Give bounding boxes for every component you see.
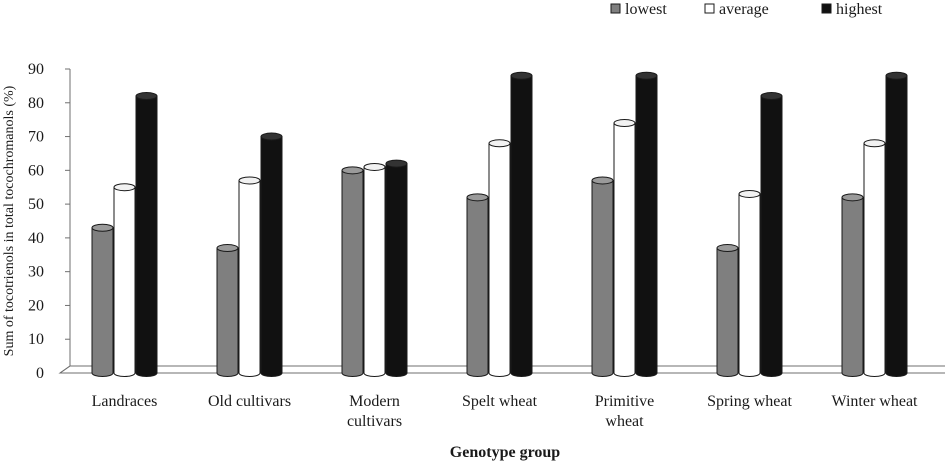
- bar-lowest-1: [216, 244, 239, 377]
- y-tick-label: 50: [28, 196, 44, 213]
- x-tick-label: Old cultivars: [208, 393, 291, 410]
- legend-label: lowest: [625, 1, 667, 18]
- bar-highest-5: [760, 92, 783, 377]
- bar-average-3: [488, 139, 511, 377]
- category-labels: Landraces Old cultivars Modern cultivars Spe…: [92, 393, 918, 430]
- y-tick-label: 80: [28, 95, 44, 112]
- x-tick-label: Winter wheat: [832, 393, 919, 410]
- bar-highest-3: [510, 71, 533, 377]
- y-tick-label: 0: [36, 365, 44, 382]
- bar-lowest-4: [591, 176, 614, 377]
- bar-average-2: [363, 162, 386, 377]
- bar-highest-6: [885, 71, 908, 377]
- legend-label: average: [719, 1, 769, 18]
- bars: [91, 71, 908, 377]
- legend: lowest average highest: [610, 1, 883, 18]
- y-tick-label: 10: [28, 331, 44, 348]
- bar-lowest-0: [91, 223, 114, 377]
- y-tick-label: 20: [28, 297, 44, 314]
- y-axis-base: [59, 365, 71, 374]
- bar-average-4: [613, 119, 636, 377]
- bar-average-6: [863, 139, 886, 377]
- bar-lowest-6: [841, 193, 864, 377]
- bar-highest-0: [135, 92, 158, 377]
- x-tick-label: Modern cultivars: [347, 393, 402, 430]
- legend-swatch: [704, 3, 715, 14]
- y-tick-label: 30: [28, 264, 44, 281]
- x-tick-label: Landraces: [92, 393, 158, 410]
- bar-lowest-5: [716, 244, 739, 377]
- y-tick-label: 40: [28, 230, 44, 247]
- x-axis-title: Genotype group: [450, 444, 560, 461]
- y-axis-title: Sum of tocotrienols in total tocochroman…: [2, 85, 17, 356]
- y-tick-label: 70: [28, 129, 44, 146]
- legend-swatch: [821, 3, 832, 14]
- legend-item-lowest: lowest: [610, 1, 667, 18]
- bar-lowest-3: [466, 193, 489, 377]
- bar-highest-1: [260, 132, 283, 377]
- bar-highest-2: [385, 159, 408, 377]
- bar-lowest-2: [341, 166, 364, 377]
- y-tick-label: 60: [28, 162, 44, 179]
- bar-average-0: [113, 183, 136, 377]
- legend-item-highest: highest: [821, 1, 883, 18]
- bar-average-5: [738, 189, 761, 377]
- x-tick-label: Primitive wheat: [595, 393, 655, 430]
- bar-highest-4: [635, 71, 658, 377]
- legend-item-average: average: [704, 1, 769, 18]
- y-tick-label: 90: [28, 61, 44, 78]
- legend-swatch: [610, 3, 621, 14]
- bar-average-1: [238, 176, 261, 377]
- y-axis: 0 10 20 30 40 50 60 70 80 90: [28, 61, 71, 382]
- x-tick-label: Spelt wheat: [462, 393, 538, 410]
- legend-label: highest: [836, 1, 883, 18]
- x-tick-label: Spring wheat: [707, 393, 792, 410]
